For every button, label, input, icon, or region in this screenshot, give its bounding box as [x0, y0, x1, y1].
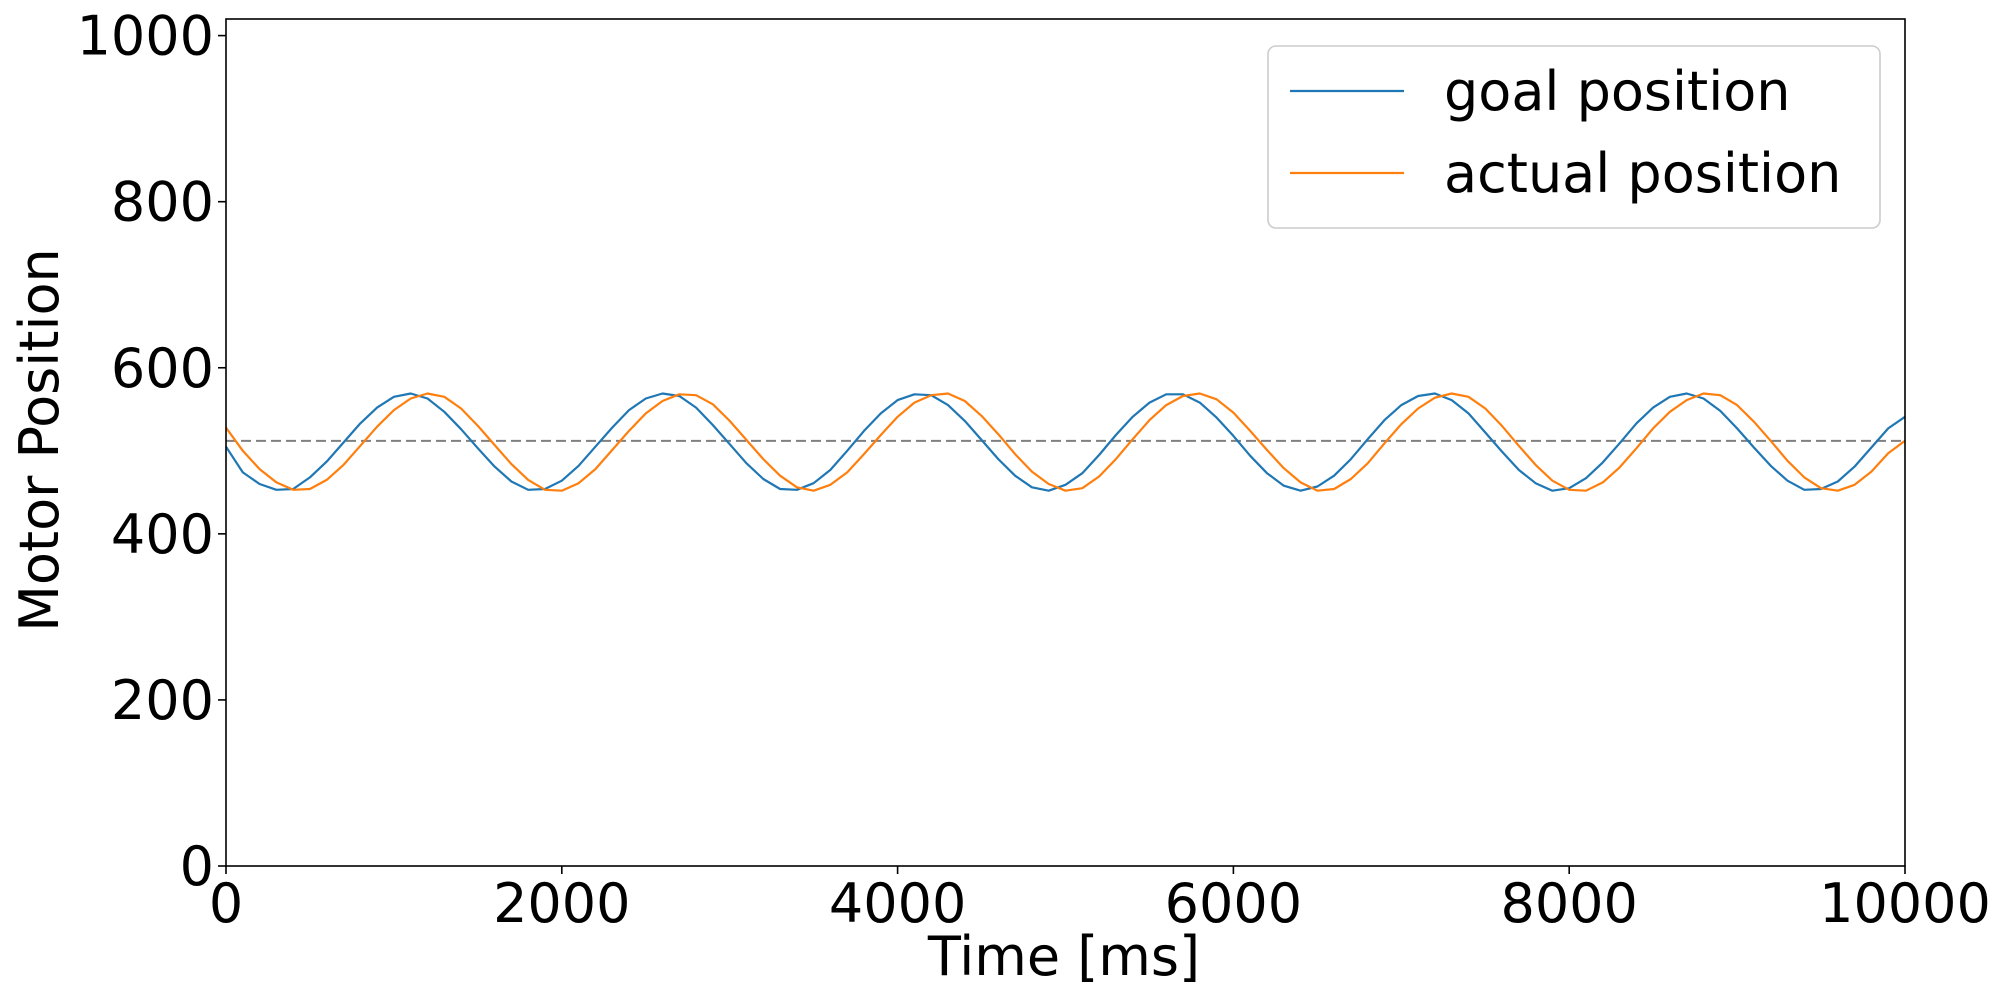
- y-tick-label: 600: [111, 337, 214, 400]
- plot-frame: [225, 18, 1906, 867]
- x-tick-label: 10000: [1819, 872, 1991, 935]
- legend-label: actual position: [1444, 142, 1841, 205]
- x-tick-label: 8000: [1500, 872, 1637, 935]
- y-tick-label: 1000: [77, 5, 214, 68]
- y-tick-label: 0: [180, 835, 214, 898]
- y-tick-label: 400: [111, 503, 214, 566]
- series-line-goal-position: [225, 392, 1906, 492]
- series-line-actual-position: [225, 392, 1906, 492]
- plot-area: 0 2000 4000 6000 8000 10000 0 200 400 600 800 1000: [77, 5, 1991, 935]
- x-tick-label: 2000: [493, 872, 630, 935]
- legend: goal position actual position: [1267, 45, 1881, 229]
- x-axis-title: Time [ms]: [927, 925, 1200, 988]
- y-tick-label: 200: [111, 669, 214, 732]
- x-tick-label: 4000: [829, 872, 966, 935]
- legend-label: goal position: [1444, 60, 1790, 123]
- legend-box: [1267, 45, 1881, 229]
- x-tick-label: 0: [209, 872, 243, 935]
- y-axis-title: Motor Position: [8, 248, 71, 631]
- y-tick-label: 800: [111, 171, 214, 234]
- x-tick-label: 6000: [1165, 872, 1302, 935]
